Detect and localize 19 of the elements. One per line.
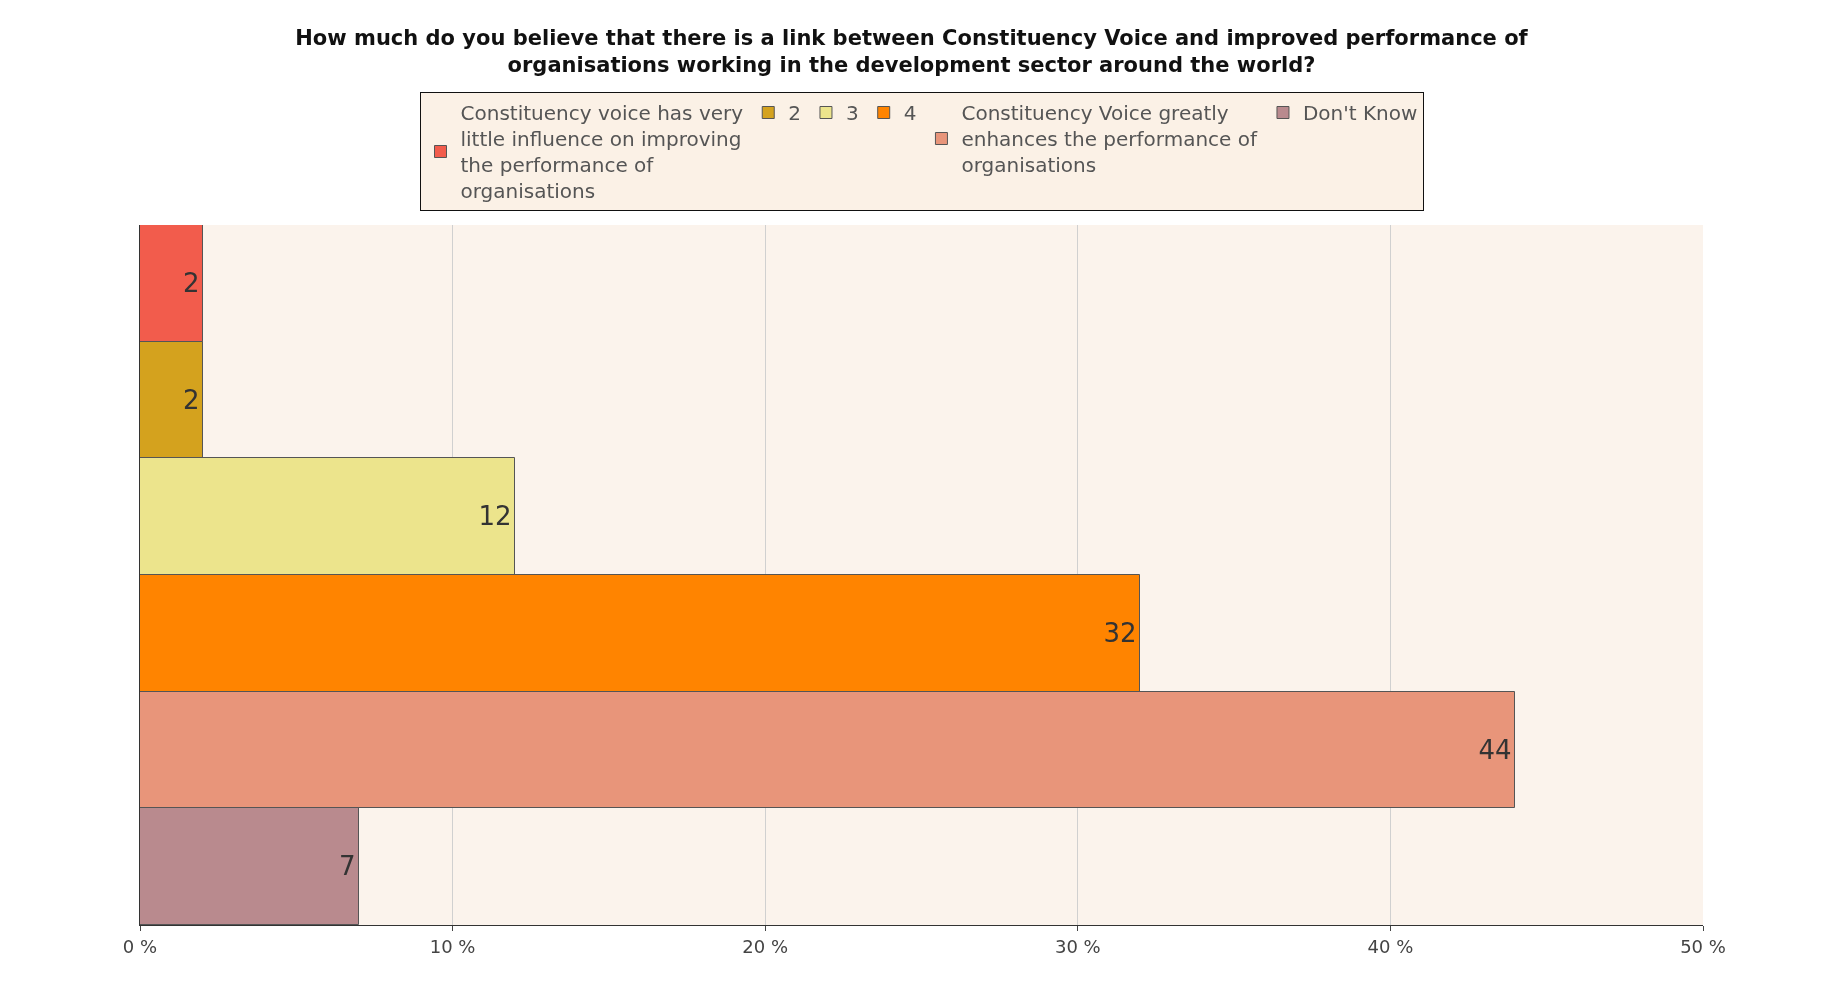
legend-label: Don't Know [1302,101,1418,126]
legend-label: Constituency Voice greatly enhances the performance of organisations [961,101,1258,178]
data-label: 44 [1478,734,1512,765]
data-label: 32 [1103,618,1137,648]
legend-label: Constituency voice has very little influence on improving the performance of organisations [460,101,744,204]
x-tick-label: 30 % [1054,935,1101,957]
chart-title: How much do you believe that there is a link between Constituency Voice and improved performance of organisations working in the development sector around the world? [295,25,1529,78]
x-tick-label: 40 % [1367,935,1414,957]
data-label: 2 [182,268,200,298]
legend-label: 4 [903,101,917,126]
data-label: 7 [338,851,356,881]
x-tick-label: 20 % [742,935,789,957]
x-tick-label: 10 % [429,935,476,957]
x-tick-label: 50 % [1680,935,1726,957]
data-label: 12 [478,501,512,531]
legend-label: 2 [788,101,801,126]
legend-label: 3 [845,101,859,126]
data-label: 2 [182,384,200,415]
x-tick-label: 0 % [122,935,158,957]
